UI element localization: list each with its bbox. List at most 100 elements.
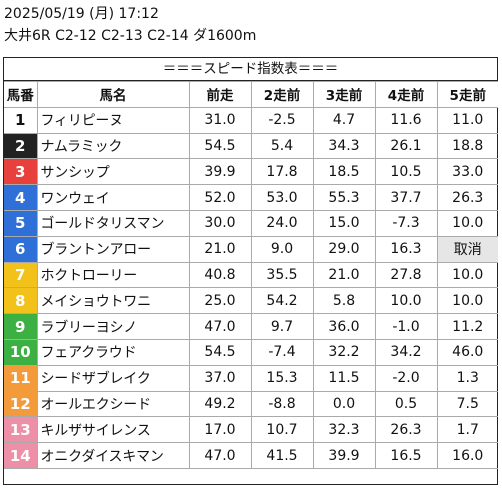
speed-index-cell: 32.2: [312, 338, 376, 366]
speed-index-cell: 49.2: [188, 390, 252, 418]
table-row: 3 サンシップ 39.9 17.8 18.5 10.5 33.0: [4, 158, 498, 186]
speed-index-cell: 0.0: [312, 390, 376, 418]
horse-name: オニクダイスキマン: [36, 442, 190, 469]
speed-index-cell: -7.3: [374, 209, 438, 237]
speed-index-cell: 31.0: [188, 106, 252, 134]
table-row: 14 オニクダイスキマン 47.0 41.5 39.9 16.5 16.0: [4, 442, 498, 469]
horse-name: シードザブレイク: [36, 364, 190, 392]
column-header: 2走前: [250, 81, 314, 108]
speed-index-cell: 11.0: [436, 106, 498, 134]
horse-number: 14: [4, 442, 38, 469]
table-row: 9 ラブリーヨシノ 47.0 9.7 36.0 -1.0 11.2: [4, 313, 498, 340]
column-header: 馬番: [4, 81, 38, 108]
speed-index-cell: 46.0: [436, 338, 498, 366]
table-row: 6 ブラントンアロー 21.0 9.0 29.0 16.3 取消: [4, 235, 498, 263]
speed-index-cell: 18.8: [436, 132, 498, 160]
speed-index-cell: 0.5: [374, 390, 438, 418]
column-header: 5走前: [436, 81, 498, 108]
horse-number: 6: [4, 235, 38, 263]
table-header-row: 馬番 馬名 前走 2走前 3走前 4走前 5走前: [4, 81, 498, 108]
column-header: 4走前: [374, 81, 438, 108]
speed-index-panel: ＝＝＝スピード指数表＝＝＝ 馬番 馬名 前走 2走前 3走前 4走前 5走前 1 フィリピーヌ…: [3, 57, 498, 485]
race-info: 大井6R C2-12 C2-13 C2-14 ダ1600m: [4, 28, 257, 44]
horse-name: フェアクラウド: [36, 338, 190, 366]
speed-index-cell: 26.1: [374, 132, 438, 160]
speed-index-cell: 11.2: [436, 313, 498, 340]
speed-index-cell: 39.9: [312, 442, 376, 469]
horse-name: キルザサイレンス: [36, 416, 190, 444]
speed-index-cell: 37.0: [188, 364, 252, 392]
speed-index-cell: 30.0: [188, 209, 252, 237]
horse-number: 11: [4, 364, 38, 392]
horse-number: 4: [4, 184, 38, 211]
table-row: 11 シードザブレイク 37.0 15.3 11.5 -2.0 1.3: [4, 364, 498, 392]
speed-index-cell: 10.0: [436, 287, 498, 315]
speed-index-cell: 11.5: [312, 364, 376, 392]
speed-index-cell: 27.8: [374, 261, 438, 289]
speed-index-cell: 32.3: [312, 416, 376, 444]
table-row: 8 メイショウトワニ 25.0 54.2 5.8 10.0 10.0: [4, 287, 498, 315]
speed-index-cell: 10.5: [374, 158, 438, 186]
table-row: 4 ワンウェイ 52.0 53.0 55.3 37.7 26.3: [4, 184, 498, 211]
speed-index-cell: 9.0: [250, 235, 314, 263]
horse-name: フィリピーヌ: [36, 106, 190, 134]
horse-name: ワンウェイ: [36, 184, 190, 211]
speed-index-cell: 25.0: [188, 287, 252, 315]
horse-name: サンシップ: [36, 158, 190, 186]
speed-index-cell: 26.3: [374, 416, 438, 444]
horse-number: 7: [4, 261, 38, 289]
speed-index-cell: 1.3: [436, 364, 498, 392]
speed-index-cell: 5.8: [312, 287, 376, 315]
horse-number: 9: [4, 313, 38, 340]
horse-name: ゴールドタリスマン: [36, 209, 190, 237]
speed-index-cell: 34.2: [374, 338, 438, 366]
table-row: 7 ホクトローリー 40.8 35.5 21.0 27.8 10.0: [4, 261, 498, 289]
speed-index-cell: -8.8: [250, 390, 314, 418]
speed-index-cell: 17.8: [250, 158, 314, 186]
speed-index-cell: 54.5: [188, 338, 252, 366]
speed-index-cell: -2.5: [250, 106, 314, 134]
speed-index-cell: 47.0: [188, 442, 252, 469]
speed-index-cell: 1.7: [436, 416, 498, 444]
speed-index-cell: 9.7: [250, 313, 314, 340]
speed-index-cell: 26.3: [436, 184, 498, 211]
speed-index-cell: 4.7: [312, 106, 376, 134]
speed-index-cell: 37.7: [374, 184, 438, 211]
speed-index-cell: 15.0: [312, 209, 376, 237]
speed-index-cell: 10.0: [374, 287, 438, 315]
speed-index-cell: 52.0: [188, 184, 252, 211]
speed-index-cell: 53.0: [250, 184, 314, 211]
speed-index-cell: 16.0: [436, 442, 498, 469]
column-header: 馬名: [36, 81, 190, 108]
speed-index-cell: 34.3: [312, 132, 376, 160]
speed-index-cell: 55.3: [312, 184, 376, 211]
table-row: 5 ゴールドタリスマン 30.0 24.0 15.0 -7.3 10.0: [4, 209, 498, 237]
speed-index-cell: 11.6: [374, 106, 438, 134]
speed-index-cell: 47.0: [188, 313, 252, 340]
speed-index-cell: 35.5: [250, 261, 314, 289]
horse-name: ブラントンアロー: [36, 235, 190, 263]
speed-index-cell: 16.3: [374, 235, 438, 263]
table-row: 2 ナムラミック 54.5 5.4 34.3 26.1 18.8: [4, 132, 498, 160]
table-row: 10 フェアクラウド 54.5 -7.4 32.2 34.2 46.0: [4, 338, 498, 366]
horse-name: メイショウトワニ: [36, 287, 190, 315]
horse-name: ラブリーヨシノ: [36, 313, 190, 340]
speed-index-cell: 取消: [436, 235, 498, 263]
speed-index-cell: 54.5: [188, 132, 252, 160]
horse-name: オールエクシード: [36, 390, 190, 418]
horse-number: 5: [4, 209, 38, 237]
speed-index-cell: 40.8: [188, 261, 252, 289]
table-row: 1 フィリピーヌ 31.0 -2.5 4.7 11.6 11.0: [4, 106, 498, 134]
timestamp: 2025/05/19 (月) 17:12: [4, 6, 159, 22]
speed-index-cell: 33.0: [436, 158, 498, 186]
speed-index-cell: 18.5: [312, 158, 376, 186]
horse-number: 10: [4, 338, 38, 366]
column-header: 前走: [188, 81, 252, 108]
speed-index-cell: 15.3: [250, 364, 314, 392]
speed-index-cell: 10.7: [250, 416, 314, 444]
table-row: 13 キルザサイレンス 17.0 10.7 32.3 26.3 1.7: [4, 416, 498, 444]
speed-index-cell: 39.9: [188, 158, 252, 186]
column-header: 3走前: [312, 81, 376, 108]
horse-number: 3: [4, 158, 38, 186]
speed-index-cell: -1.0: [374, 313, 438, 340]
